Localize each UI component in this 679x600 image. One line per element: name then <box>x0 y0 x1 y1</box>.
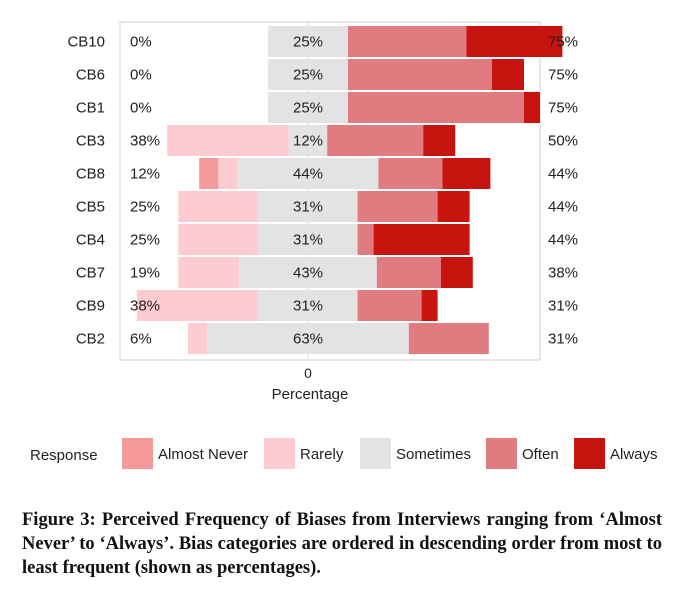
bar-cb1-often <box>348 92 524 123</box>
bar-cb5-always <box>437 191 470 222</box>
bar-cb9-sometimes <box>258 290 358 321</box>
center-percent-label: 31% <box>293 298 323 315</box>
bar-cb5-rarely <box>178 191 259 222</box>
legend-swatch-rarely <box>264 438 295 469</box>
category-label: CB9 <box>76 298 105 315</box>
left-percent-label: 38% <box>130 298 160 315</box>
category-label: CB7 <box>76 265 105 282</box>
right-percent-label: 44% <box>548 199 578 216</box>
bar-cb7-often <box>376 257 441 288</box>
legend: Response Almost Never Rarely Sometimes Often… <box>30 438 658 469</box>
left-percent-label: 25% <box>130 232 160 249</box>
bar-cb2-sometimes <box>207 323 409 354</box>
category-label: CB3 <box>76 133 105 150</box>
center-percent-label: 25% <box>293 34 323 51</box>
category-label: CB2 <box>76 331 105 348</box>
bar-cb4-sometimes <box>258 224 358 255</box>
bar-cb7-rarely <box>178 257 240 288</box>
center-percent-label: 43% <box>293 265 323 282</box>
category-label: CB10 <box>67 34 105 51</box>
category-label: CB4 <box>76 232 105 249</box>
legend-swatch-often <box>486 438 517 469</box>
bar-cb10-often <box>348 26 467 57</box>
legend-label: Sometimes <box>396 446 471 463</box>
left-percent-label: 6% <box>130 331 152 348</box>
bar-cb4-often <box>357 224 374 255</box>
labels-group: CB10 0% 25% 75% CB6 0% 25% 75% CB1 0% 25% 75% CB3 38%… <box>67 34 578 348</box>
bar-cb8-sometimes <box>237 158 379 189</box>
left-percent-label: 0% <box>130 34 152 51</box>
right-percent-label: 50% <box>548 133 578 150</box>
bar-cb7-always <box>440 257 473 288</box>
right-percent-label: 75% <box>548 34 578 51</box>
category-label: CB1 <box>76 100 105 117</box>
center-percent-label: 63% <box>293 331 323 348</box>
bar-cb9-always <box>421 290 438 321</box>
bar-cb5-sometimes <box>258 191 358 222</box>
right-percent-label: 75% <box>548 67 578 84</box>
bar-cb5-often <box>357 191 438 222</box>
left-percent-label: 0% <box>130 67 152 84</box>
bar-cb1-always <box>524 92 540 123</box>
bar-cb3-always <box>423 125 456 156</box>
left-percent-label: 0% <box>130 100 152 117</box>
bar-cb3-sometimes <box>288 125 328 156</box>
center-percent-label: 12% <box>293 133 323 150</box>
right-percent-label: 31% <box>548 298 578 315</box>
right-percent-label: 38% <box>548 265 578 282</box>
left-percent-label: 38% <box>130 133 160 150</box>
bar-cb1-sometimes <box>268 92 348 123</box>
right-percent-label: 31% <box>548 331 578 348</box>
legend-label: Almost Never <box>158 446 248 463</box>
right-percent-label: 44% <box>548 232 578 249</box>
right-percent-label: 44% <box>548 166 578 183</box>
category-label: CB8 <box>76 166 105 183</box>
bar-cb6-sometimes <box>268 59 348 90</box>
legend-label: Often <box>522 446 559 463</box>
bar-cb3-rarely <box>167 125 289 156</box>
legend-label: Rarely <box>300 446 344 463</box>
center-percent-label: 25% <box>293 67 323 84</box>
bar-cb4-rarely <box>178 224 259 255</box>
bar-cb2-rarely <box>188 323 208 354</box>
bar-cb8-often <box>378 158 443 189</box>
category-label: CB6 <box>76 67 105 84</box>
bar-cb10-always <box>466 26 563 57</box>
legend-title: Response <box>30 447 98 464</box>
bar-cb4-always <box>373 224 470 255</box>
legend-swatch-almost-never <box>122 438 153 469</box>
legend-label: Always <box>610 446 658 463</box>
bar-cb6-often <box>348 59 492 90</box>
legend-swatch-sometimes <box>360 438 391 469</box>
legend-swatch-always <box>574 438 605 469</box>
bar-cb8-rarely <box>218 158 238 189</box>
left-percent-label: 25% <box>130 199 160 216</box>
x-tick-label: 0 <box>304 365 312 381</box>
left-percent-label: 12% <box>130 166 160 183</box>
center-percent-label: 31% <box>293 199 323 216</box>
bars-group <box>136 26 563 354</box>
bar-cb8-almost-never <box>199 158 219 189</box>
x-axis-label: Percentage <box>272 386 349 403</box>
bar-cb10-sometimes <box>268 26 348 57</box>
center-percent-label: 44% <box>293 166 323 183</box>
right-percent-label: 75% <box>548 100 578 117</box>
bar-cb9-rarely <box>136 290 259 321</box>
figure-caption: Figure 3: Perceived Frequency of Biases … <box>22 510 662 578</box>
bar-cb6-always <box>492 59 524 90</box>
bar-cb9-often <box>357 290 422 321</box>
bar-cb7-sometimes <box>239 257 377 288</box>
center-percent-label: 31% <box>293 232 323 249</box>
category-label: CB5 <box>76 199 105 216</box>
left-percent-label: 19% <box>130 265 160 282</box>
center-percent-label: 25% <box>293 100 323 117</box>
bar-cb2-often <box>408 323 489 354</box>
bar-cb8-always <box>442 158 491 189</box>
bar-cb3-often <box>327 125 424 156</box>
